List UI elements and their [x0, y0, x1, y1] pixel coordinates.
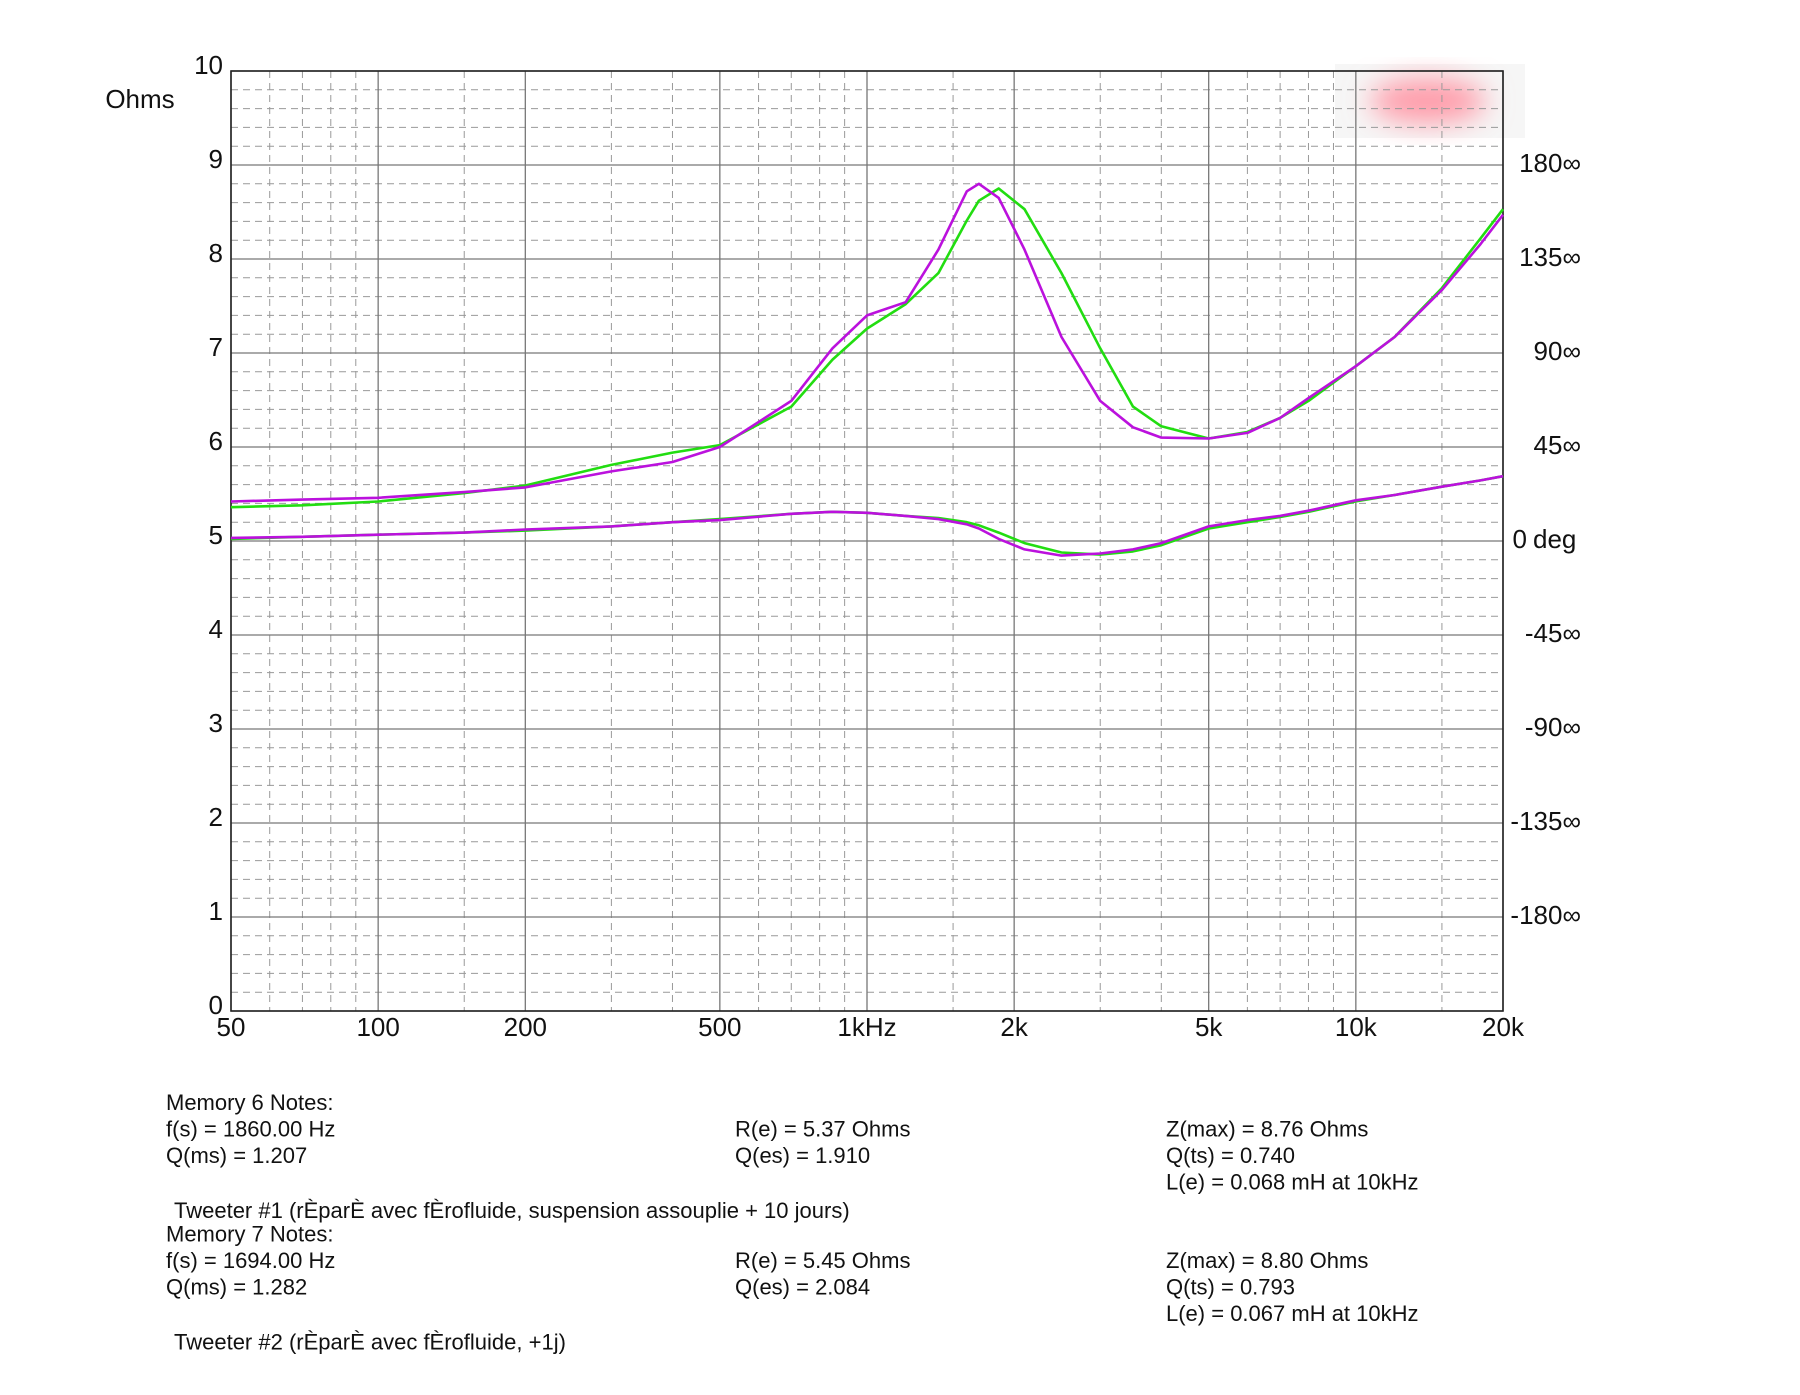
y2-tick-label: -180∞ [1510, 900, 1581, 930]
x-tick-label: 200 [504, 1012, 547, 1042]
y-tick-label: 8 [209, 238, 223, 268]
impedance-line [230, 187, 1505, 509]
note-line: f(s) = 1860.00 Hz [166, 1116, 335, 1141]
x-tick-label: 5k [1195, 1012, 1223, 1042]
y-tick-label: 6 [209, 426, 223, 456]
y-tick-label: 7 [209, 332, 223, 362]
x-tick-label: 1kHz [837, 1012, 896, 1042]
note-description: Tweeter #1 (rÈparÈ avec fÈrofluide, susp… [174, 1198, 850, 1223]
blurred-logo [1370, 79, 1486, 123]
y2-tick-label: -135∞ [1510, 806, 1581, 836]
y-tick-label: 4 [209, 614, 223, 644]
x-tick-label: 10k [1335, 1012, 1378, 1042]
note-line: Q(ts) = 0.740 [1166, 1143, 1295, 1168]
plot-frame [230, 70, 1504, 1012]
y-tick-label: 10 [194, 50, 223, 80]
y-tick-label: 9 [209, 144, 223, 174]
notes-title: Memory 6 Notes: [166, 1090, 334, 1115]
note-line: L(e) = 0.067 mH at 10kHz [1166, 1301, 1419, 1326]
y-tick-label: 2 [209, 802, 223, 832]
y-tick-label: 1 [209, 896, 223, 926]
phase-line [230, 474, 1504, 557]
note-line: Q(ms) = 1.282 [166, 1274, 307, 1299]
y2-tick-label: -90∞ [1525, 712, 1581, 742]
notes-title: Memory 7 Notes: [166, 1221, 334, 1246]
note-line: Z(max) = 8.80 Ohms [1166, 1248, 1368, 1273]
y-tick-label: 3 [209, 708, 223, 738]
note-line: L(e) = 0.068 mH at 10kHz [1166, 1169, 1419, 1194]
note-line: Q(ms) = 1.207 [166, 1143, 307, 1168]
note-line: Q(es) = 1.910 [735, 1143, 870, 1168]
y-tick-label: 0 [209, 990, 223, 1020]
x-tick-label: 2k [1000, 1012, 1028, 1042]
impedance-line [230, 182, 1505, 503]
note-line: R(e) = 5.45 Ohms [735, 1248, 910, 1273]
y2-tick-label: 180∞ [1519, 148, 1581, 178]
y2-tick-label: -45∞ [1525, 618, 1581, 648]
x-tick-label: 20k [1482, 1012, 1525, 1042]
note-line: Q(ts) = 0.793 [1166, 1274, 1295, 1299]
y2-axis-label: deg [1533, 524, 1576, 554]
note-line: R(e) = 5.37 Ohms [735, 1116, 910, 1141]
note-line: Q(es) = 2.084 [735, 1274, 870, 1299]
y2-tick-label: 45∞ [1534, 430, 1581, 460]
y2-tick-label: 0 [1513, 524, 1527, 554]
x-tick-label: 100 [356, 1012, 399, 1042]
y-tick-label: 5 [209, 520, 223, 550]
note-line: Z(max) = 8.76 Ohms [1166, 1116, 1368, 1141]
x-tick-label: 50 [217, 1012, 246, 1042]
y2-tick-label: 90∞ [1534, 336, 1581, 366]
x-tick-label: 500 [698, 1012, 741, 1042]
y2-tick-label: 135∞ [1519, 242, 1581, 272]
note-description: Tweeter #2 (rÈparÈ avec fÈrofluide, +1j) [174, 1329, 566, 1354]
y-axis-label: Ohms [105, 84, 174, 114]
note-line: f(s) = 1694.00 Hz [166, 1248, 335, 1273]
